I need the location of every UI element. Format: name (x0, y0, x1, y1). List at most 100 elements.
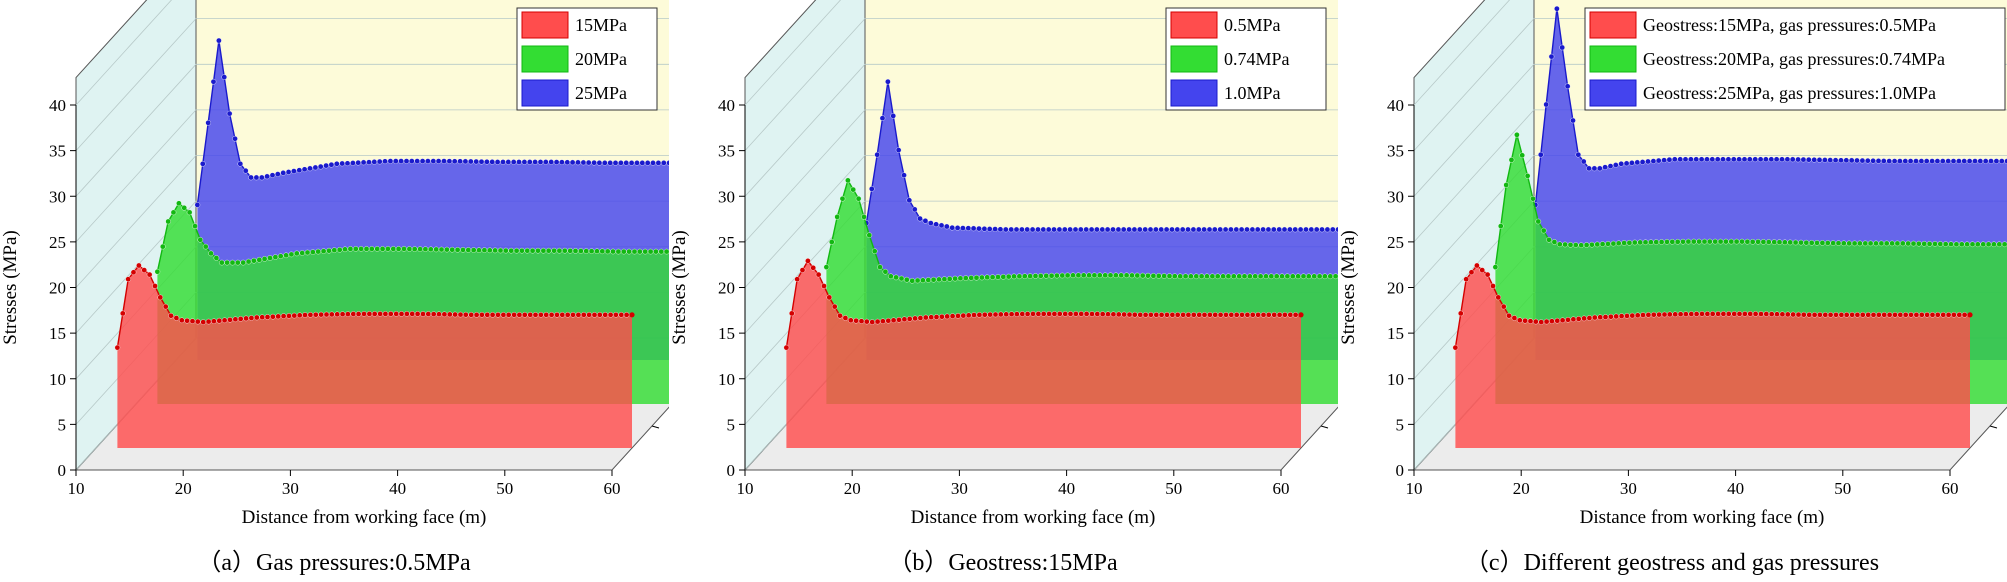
data-point-c-2 (1910, 240, 1917, 247)
data-point-c-2 (1680, 238, 1686, 245)
data-point-c-3 (1886, 158, 1893, 164)
data-point-b-1 (890, 317, 897, 324)
data-point-a-1 (125, 276, 131, 283)
data-point-a-1 (613, 311, 619, 318)
data-point-c-3 (1639, 159, 1646, 165)
data-point-c-1 (1720, 311, 1727, 317)
data-point-a-3 (569, 159, 576, 166)
data-point-b-2 (1145, 272, 1151, 279)
data-point-b-2 (1188, 273, 1194, 280)
data-point-b-3 (1013, 226, 1020, 233)
data-point-a-1 (216, 317, 223, 324)
data-point-a-1 (248, 315, 255, 321)
data-point-a-1 (462, 311, 469, 318)
data-point-b-1 (869, 319, 875, 325)
data-point-c-3 (1612, 162, 1619, 168)
data-point-a-3 (366, 159, 372, 165)
data-point-b-3 (906, 197, 913, 204)
data-point-a-1 (607, 311, 614, 318)
y-tick-label-a: 25 (49, 233, 66, 252)
data-point-a-2 (234, 259, 241, 266)
panel-caption-a: （a）Gas pressures:0.5MPa (197, 550, 471, 576)
data-point-b-2 (973, 274, 980, 281)
data-point-a-2 (433, 246, 440, 253)
data-point-c-2 (1723, 238, 1729, 245)
data-point-a-3 (639, 160, 646, 166)
data-point-b-2 (979, 274, 985, 281)
data-point-c-1 (1827, 311, 1834, 318)
data-point-a-3 (199, 160, 206, 167)
data-point-a-1 (152, 283, 158, 289)
data-point-c-1 (1961, 311, 1968, 318)
data-point-b-2 (871, 248, 878, 254)
data-point-b-1 (874, 318, 881, 325)
data-point-b-3 (1056, 226, 1063, 233)
data-point-c-2 (1803, 239, 1810, 246)
data-point-c-1 (1490, 283, 1496, 289)
data-point-b-3 (1008, 226, 1015, 233)
data-point-b-2 (898, 275, 905, 282)
data-point-b-3 (1126, 226, 1132, 233)
data-point-c-1 (1666, 311, 1673, 318)
data-point-b-1 (1282, 311, 1288, 318)
data-point-c-1 (1908, 311, 1914, 318)
data-point-a-3 (194, 202, 201, 208)
data-point-a-3 (467, 158, 474, 165)
data-point-c-1 (1763, 311, 1770, 317)
data-point-c-2 (1846, 240, 1853, 247)
data-point-b-1 (1046, 311, 1052, 317)
data-point-b-3 (1233, 226, 1240, 233)
data-point-b-2 (984, 274, 991, 281)
data-point-b-1 (858, 318, 865, 325)
data-point-c-3 (1586, 165, 1592, 172)
data-point-c-2 (1996, 241, 2003, 248)
data-point-a-2 (529, 247, 536, 254)
data-point-c-1 (1752, 311, 1759, 317)
data-point-a-2 (631, 248, 638, 255)
data-point-b-1 (1276, 311, 1283, 318)
depth-tick-a (651, 425, 660, 429)
data-point-a-2 (272, 254, 279, 260)
data-point-a-3 (350, 160, 356, 166)
data-point-b-2 (1257, 273, 1264, 280)
data-point-c-1 (1779, 311, 1786, 318)
data-point-c-1 (1886, 311, 1893, 318)
data-point-a-1 (387, 311, 394, 317)
data-point-c-2 (1819, 240, 1826, 246)
data-point-b-1 (1024, 311, 1031, 317)
data-point-a-2 (326, 247, 332, 254)
data-point-c-3 (1666, 156, 1673, 163)
data-point-a-1 (323, 311, 330, 318)
data-point-c-1 (1951, 311, 1957, 318)
data-point-c-3 (1977, 158, 1984, 164)
data-point-b-3 (1201, 226, 1207, 233)
data-point-a-1 (414, 311, 421, 317)
data-point-c-2 (2001, 241, 2007, 248)
series-area-b-1 (786, 260, 1301, 448)
data-point-b-2 (1037, 273, 1044, 279)
data-point-c-2 (1776, 239, 1783, 245)
data-point-a-2 (417, 246, 423, 252)
data-point-c-2 (1530, 195, 1536, 202)
data-point-a-3 (489, 159, 496, 165)
data-point-c-1 (1865, 311, 1872, 318)
data-point-c-2 (1583, 242, 1590, 248)
data-point-c-1 (1892, 311, 1898, 318)
data-point-b-1 (1062, 311, 1069, 317)
data-point-b-3 (1077, 226, 1084, 233)
data-point-b-3 (1217, 226, 1224, 233)
data-point-b-2 (1075, 272, 1082, 279)
data-point-a-2 (240, 259, 246, 266)
data-point-a-1 (318, 311, 324, 318)
data-point-b-3 (949, 224, 956, 231)
data-point-b-3 (1136, 226, 1143, 233)
x-tick-label-b: 60 (1273, 479, 1290, 498)
data-point-b-3 (1153, 226, 1159, 233)
wall-gridline-c (1413, 0, 1510, 106)
data-point-b-3 (1254, 226, 1261, 233)
data-point-b-2 (1021, 273, 1028, 280)
data-point-b-1 (1174, 311, 1181, 318)
legend-c: Geostress:15MPa, gas pressures:0.5MPa Geo… (1584, 7, 2006, 111)
data-point-a-1 (136, 262, 142, 269)
data-point-c-1 (1559, 317, 1566, 324)
